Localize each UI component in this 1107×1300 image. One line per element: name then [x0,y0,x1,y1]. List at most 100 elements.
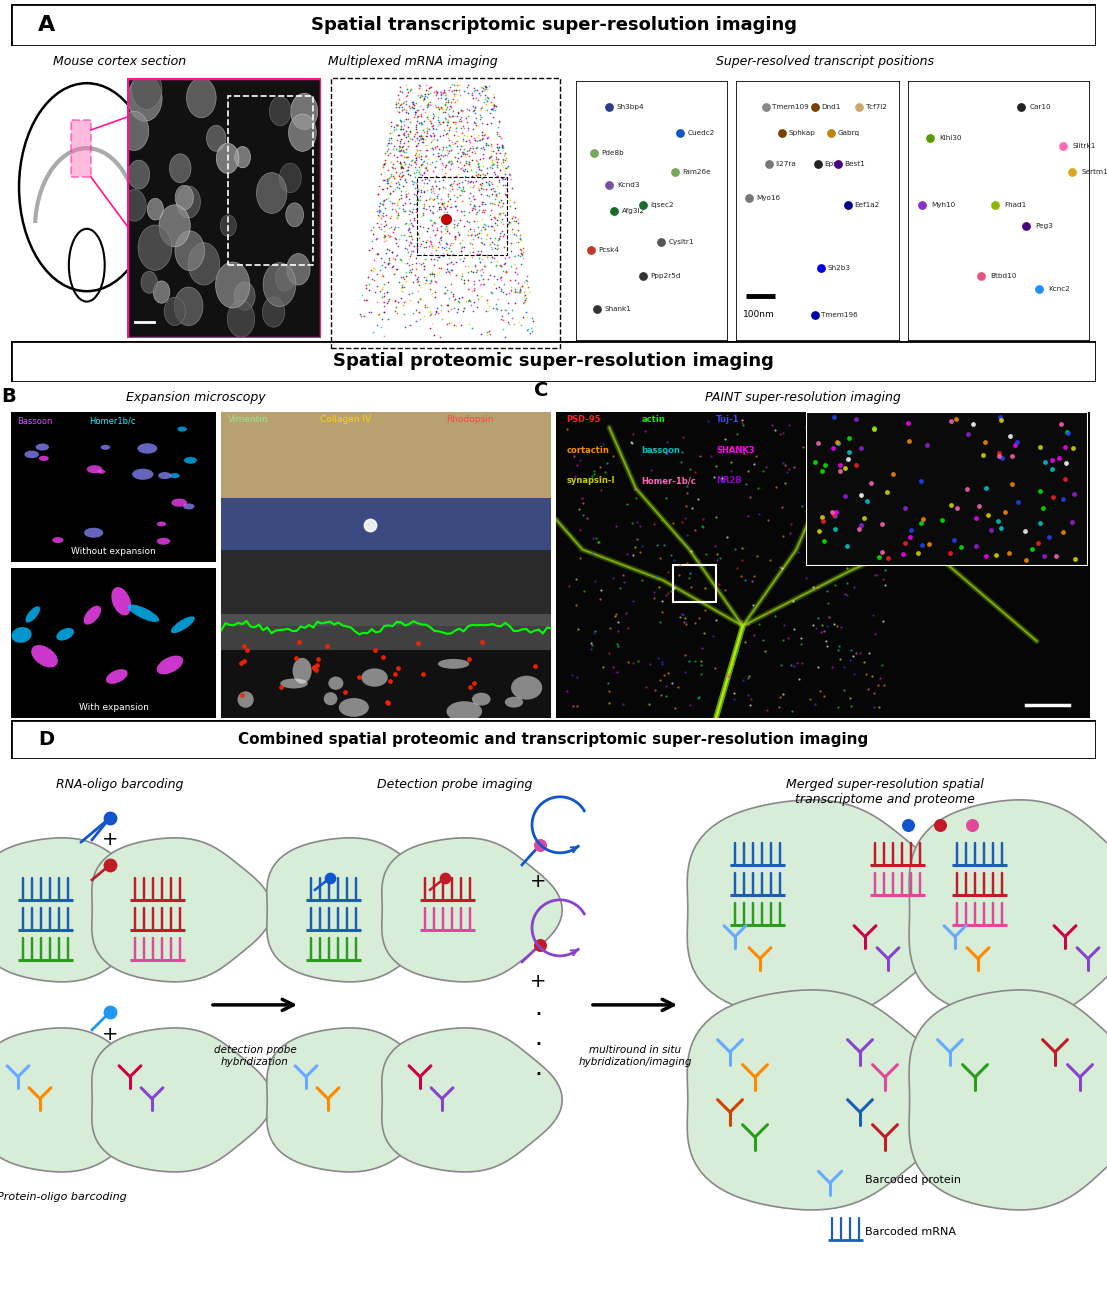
Point [573,493,591,514]
Point [488,122,506,143]
Point [449,148,467,169]
Text: Sphkap: Sphkap [788,130,816,135]
Point [492,127,509,148]
Point [690,550,707,571]
Point [425,105,443,126]
Point [828,489,846,510]
Point [422,242,439,263]
Point [671,607,689,628]
Point [1047,545,1065,566]
Point [425,248,443,269]
Point [473,227,490,248]
Point [513,276,530,296]
Point [390,114,407,135]
Point [431,178,448,199]
Point [376,243,394,264]
Point [476,256,494,277]
Point [395,133,413,153]
Point [487,298,505,318]
Point [656,443,674,464]
Point [708,543,726,564]
Point [458,142,476,162]
Point [492,255,509,276]
Point [426,170,444,191]
Point [435,196,453,217]
Ellipse shape [101,445,111,450]
Point [506,263,524,283]
Point [414,664,432,685]
Point [415,259,433,280]
Point [406,151,424,172]
Point [582,465,600,486]
Point [418,160,436,181]
Point [438,144,456,165]
Point [424,138,442,159]
Point [506,269,524,290]
Point [466,113,484,134]
Point [374,265,392,286]
Point [772,424,789,445]
Point [426,270,444,291]
Point [600,174,618,195]
Point [727,424,745,445]
Circle shape [169,153,192,183]
Point [811,621,829,642]
Point [436,277,454,298]
Point [431,326,448,347]
Point [477,178,495,199]
Point [412,129,430,150]
Point [405,208,423,229]
Point [493,278,510,299]
Point [695,623,713,644]
Point [455,200,473,221]
Point [416,168,434,188]
Point [501,213,519,234]
Point [511,254,529,274]
Point [389,207,406,228]
Text: ·: · [534,1002,542,1027]
Point [901,526,919,547]
Point [490,198,508,218]
Point [482,204,499,225]
Polygon shape [92,1028,272,1171]
Point [809,433,827,454]
Point [397,230,415,251]
Ellipse shape [25,606,40,623]
Point [417,98,435,118]
Point [410,274,427,295]
Point [856,507,873,528]
Point [483,159,500,179]
Point [396,181,414,202]
Circle shape [291,94,318,130]
Point [670,564,687,585]
Point [490,229,508,250]
Point [369,263,386,283]
Point [838,573,856,594]
Point [454,131,472,152]
Point [413,127,431,148]
Point [436,199,454,220]
Point [385,144,403,165]
Point [425,255,443,276]
Point [672,452,690,473]
Point [453,269,470,290]
Point [372,162,390,183]
Point [494,226,511,247]
Point [427,129,445,150]
Point [371,176,389,196]
Point [374,302,392,322]
Point [475,233,493,254]
Point [818,636,836,656]
Point [498,168,516,188]
Point [625,478,643,499]
Point [365,282,383,303]
Point [784,590,801,611]
Point [767,477,785,498]
Point [748,545,766,566]
Point [848,491,866,512]
Ellipse shape [132,469,154,480]
Point [415,306,433,326]
Point [463,234,480,255]
Point [391,151,408,172]
Point [392,117,410,138]
